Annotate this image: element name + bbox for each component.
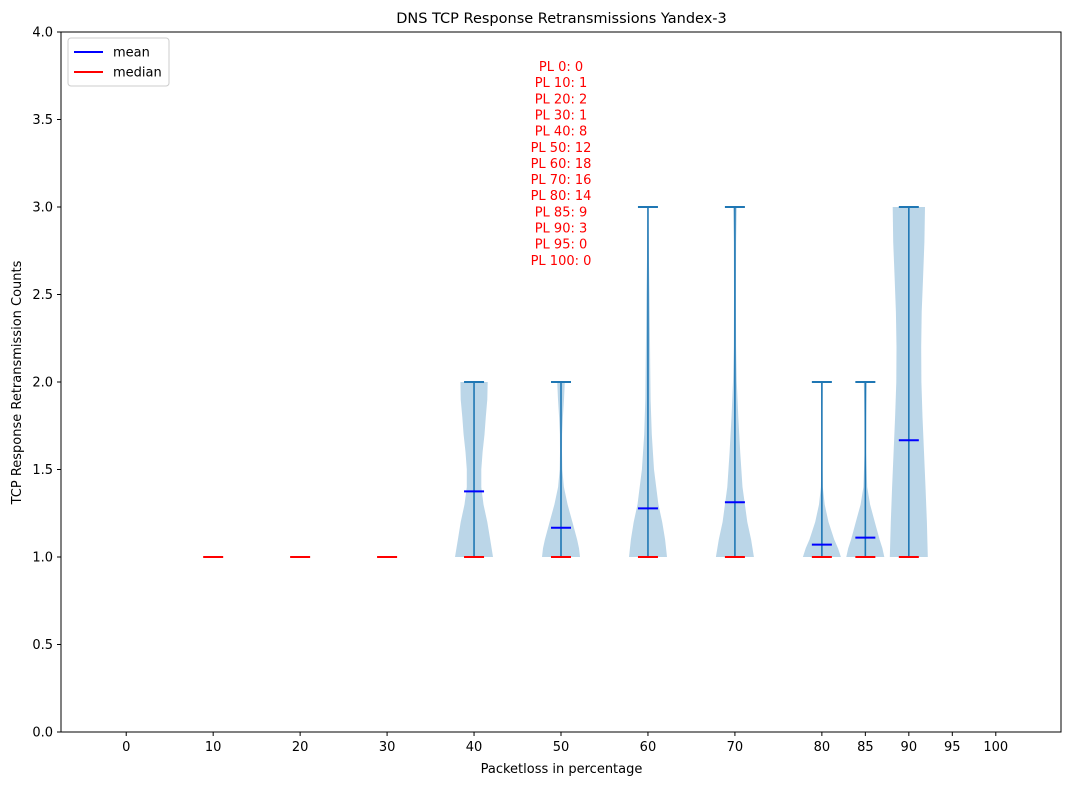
chart-title: DNS TCP Response Retransmissions Yandex-…	[396, 11, 727, 27]
y-tick-label-4: 2.0	[32, 376, 53, 391]
x-tick-label-85: 85	[857, 740, 874, 755]
y-tick-label-3: 1.5	[32, 463, 53, 478]
annotation-line-4: PL 40: 8	[535, 125, 588, 140]
x-axis-label: Packetloss in percentage	[481, 762, 643, 777]
y-tick-label-5: 2.5	[32, 288, 53, 303]
y-tick-label-6: 3.0	[32, 201, 53, 216]
annotation-line-6: PL 60: 18	[531, 157, 592, 172]
annotation-line-2: PL 20: 2	[535, 92, 588, 107]
annotation-line-10: PL 90: 3	[535, 222, 588, 237]
x-tick-label-80: 80	[814, 740, 831, 755]
annotation-line-12: PL 100: 0	[531, 254, 592, 269]
plot-area: 0.0 0.5 1.0 1.5 2.0 2.5 3.0 3.5 4.0 0 10 20 30 40 50 60…	[32, 26, 1062, 755]
x-tick-label-50: 50	[553, 740, 570, 755]
annotation-line-9: PL 85: 9	[535, 205, 588, 220]
x-tick-label-90: 90	[901, 740, 918, 755]
annotation-line-8: PL 80: 14	[531, 189, 592, 204]
legend-median-label: median	[113, 66, 162, 81]
x-tick-label-10: 10	[205, 740, 222, 755]
legend-frame	[67, 37, 170, 87]
y-tick-label-7: 3.5	[32, 113, 53, 128]
y-axis-label: TCP Response Retransmission Counts	[10, 260, 25, 505]
y-tick-label-0: 0.0	[32, 726, 53, 741]
annotation-line-0: PL 0: 0	[539, 60, 583, 75]
legend: mean median	[67, 37, 170, 87]
annotation-line-11: PL 95: 0	[535, 238, 588, 253]
y-tick-label-8: 4.0	[32, 26, 53, 41]
annotation-line-1: PL 10: 1	[535, 76, 588, 91]
x-tick-label-0: 0	[122, 740, 130, 755]
annotation-line-3: PL 30: 1	[535, 108, 588, 123]
x-tick-label-70: 70	[727, 740, 744, 755]
annotation-line-7: PL 70: 16	[531, 173, 592, 188]
legend-mean-label: mean	[113, 46, 150, 61]
y-tick-label-2: 1.0	[32, 551, 53, 566]
x-tick-label-60: 60	[640, 740, 657, 755]
y-tick-label-1: 0.5	[32, 638, 53, 653]
annotation-line-5: PL 50: 12	[531, 141, 592, 156]
x-tick-label-40: 40	[466, 740, 483, 755]
x-tick-label-95: 95	[944, 740, 961, 755]
x-tick-label-30: 30	[379, 740, 396, 755]
x-tick-label-20: 20	[292, 740, 309, 755]
x-tick-label-100: 100	[983, 740, 1008, 755]
